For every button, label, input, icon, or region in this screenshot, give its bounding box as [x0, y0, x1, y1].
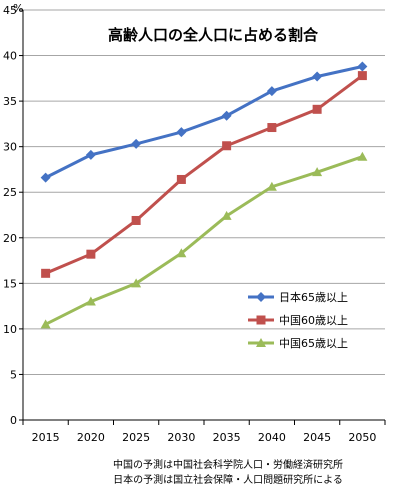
data-point — [267, 123, 277, 133]
legend-label: 中国60歳以上 — [279, 314, 348, 327]
data-point — [256, 338, 266, 347]
y-tick-label: 15 — [3, 277, 17, 290]
data-point — [131, 215, 141, 225]
x-tick-label: 2030 — [167, 431, 195, 444]
source-note-1: 中国の予測は中国社会科学院人口・労働経済研究所 — [113, 458, 343, 471]
data-point — [86, 249, 96, 259]
y-tick-label: 0 — [10, 414, 17, 427]
x-tick-label: 2040 — [258, 431, 286, 444]
data-point — [256, 315, 266, 325]
y-tick-label: 40 — [3, 50, 17, 63]
legend-item: 中国65歳以上 — [248, 337, 348, 350]
y-tick-label: 30 — [3, 141, 17, 154]
y-tick-label: 20 — [3, 232, 17, 245]
gridlines — [23, 9, 385, 421]
series-1 — [41, 71, 367, 278]
data-point — [357, 71, 367, 81]
data-point — [312, 104, 322, 114]
data-point — [40, 319, 51, 329]
series-line — [44, 65, 363, 179]
legend-label: 日本65歳以上 — [279, 290, 348, 304]
series-line — [45, 74, 364, 275]
series-group — [40, 61, 368, 329]
data-point — [222, 141, 232, 151]
data-point — [256, 292, 266, 302]
data-point — [357, 61, 368, 72]
legend-item: 中国60歳以上 — [248, 314, 348, 327]
x-tick-label: 2025 — [122, 431, 150, 444]
y-axis-unit-label: % — [13, 2, 23, 15]
data-point — [41, 268, 51, 278]
data-point — [131, 278, 142, 288]
data-point — [266, 181, 277, 191]
x-tick-label: 2035 — [213, 431, 241, 444]
y-tick-label: 10 — [3, 323, 17, 336]
legend-label: 中国65歳以上 — [279, 337, 348, 350]
data-point — [312, 167, 323, 177]
data-point — [221, 110, 232, 121]
data-point — [221, 210, 232, 220]
source-note-2: 日本の予測は国立社会保障・人口問題研究所による — [113, 473, 343, 486]
y-tick-label: 45 — [3, 4, 17, 17]
y-tick-label: 5 — [10, 368, 17, 381]
series-line — [44, 155, 363, 326]
data-point — [176, 174, 186, 184]
y-tick-label: 25 — [3, 186, 17, 199]
chart-title: 高齢人口の全人口に占める割合 — [108, 26, 319, 44]
x-axis-ticks: 2015 2020 2025 2030 2035 2040 2045 2050 — [22, 419, 386, 444]
data-point — [266, 86, 277, 97]
legend-item: 日本65歳以上 — [248, 290, 348, 304]
y-axis-ticks: 0 5 10 15 20 25 30 35 40 45 — [3, 4, 24, 427]
x-tick-label: 2045 — [303, 431, 331, 444]
y-tick-label: 35 — [3, 95, 17, 108]
data-point — [40, 172, 51, 183]
data-point — [131, 138, 142, 149]
data-point — [312, 71, 323, 82]
series-2 — [40, 151, 368, 329]
data-point — [85, 149, 96, 160]
data-point — [176, 127, 187, 138]
x-tick-label: 2020 — [77, 431, 105, 444]
series-0 — [40, 61, 368, 183]
data-point — [357, 151, 368, 161]
x-tick-label: 2015 — [32, 431, 60, 444]
data-point — [85, 296, 96, 306]
x-tick-label: 2050 — [348, 431, 376, 444]
data-point — [176, 248, 187, 258]
